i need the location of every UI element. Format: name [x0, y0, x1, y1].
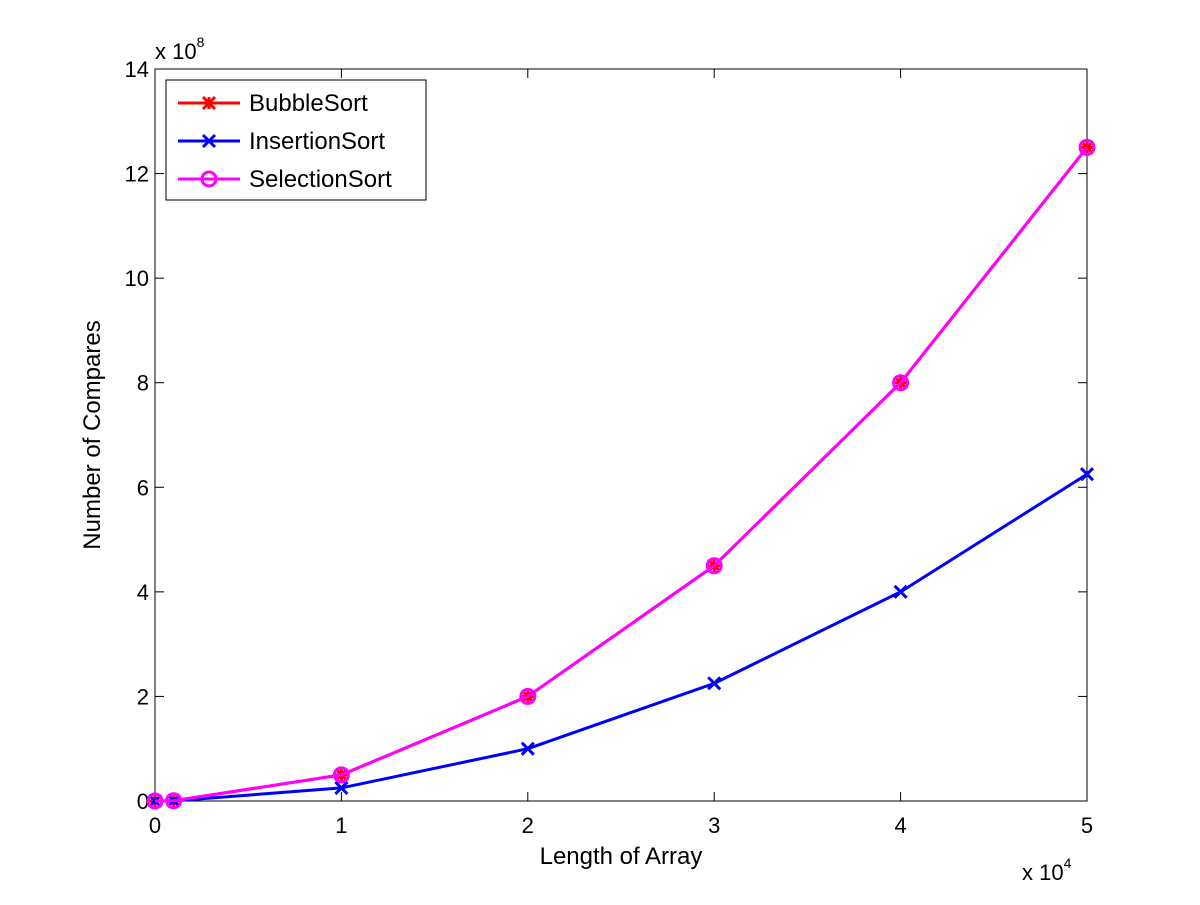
legend-item-selectionsort: SelectionSort	[178, 166, 392, 193]
data-point-insertionsort	[334, 780, 349, 795]
legend-label-selectionsort: SelectionSort	[249, 166, 392, 193]
y-tick-label: 12	[125, 162, 149, 187]
y-tick-label: 2	[137, 684, 149, 709]
x-tick-label: 0	[149, 813, 161, 838]
y-tick-label: 14	[125, 57, 149, 82]
y-tick-label: 8	[137, 371, 149, 396]
x-tick-label: 4	[894, 813, 906, 838]
data-point-insertionsort	[707, 676, 722, 691]
y-tick-label: 4	[137, 580, 149, 605]
y-tick-label: 6	[137, 475, 149, 500]
x-tick-label: 2	[522, 813, 534, 838]
x-tick-label: 1	[335, 813, 347, 838]
data-point-selectionsort	[165, 792, 183, 810]
x-exponent-power: 4	[1064, 855, 1072, 871]
x-axis-label: Length of Array	[540, 843, 703, 870]
series-layer	[146, 138, 1096, 810]
data-point-selectionsort	[332, 766, 350, 784]
x-exponent-label: x 104	[1022, 855, 1072, 885]
legend: BubbleSort InsertionSort SelectionSort	[165, 79, 427, 201]
legend-item-bubblesort: BubbleSort	[178, 90, 368, 117]
data-point-insertionsort	[520, 741, 535, 756]
x-exponent-prefix: x 10	[1022, 860, 1064, 885]
legend-item-insertionsort: InsertionSort	[178, 128, 385, 155]
data-point-insertionsort	[1079, 467, 1095, 482]
x-tick-label: 3	[708, 813, 720, 838]
data-point-selectionsort	[705, 557, 723, 575]
legend-label-insertionsort: InsertionSort	[249, 128, 385, 155]
y-tick-label: 0	[137, 789, 149, 814]
y-exponent-prefix: x 10	[155, 39, 197, 64]
x-tick-label: 5	[1081, 813, 1093, 838]
y-exponent-label: x 108	[155, 34, 205, 64]
legend-label-bubblesort: BubbleSort	[249, 90, 368, 117]
legend-marker-selectionsort	[200, 170, 218, 188]
data-point-selectionsort	[146, 792, 164, 810]
series-line-selectionsort	[154, 146, 1089, 803]
legend-marker-insertionsort	[201, 133, 217, 149]
data-point-selectionsort	[892, 374, 910, 392]
data-point-selectionsort	[519, 687, 537, 705]
y-tick-label: 10	[125, 266, 149, 291]
y-exponent-power: 8	[197, 34, 205, 50]
series-selectionsort	[146, 138, 1096, 810]
legend-marker-bubblesort	[201, 95, 217, 111]
data-point-insertionsort	[893, 584, 908, 599]
y-axis-label: Number of Compares	[79, 320, 106, 549]
data-point-selectionsort	[1078, 138, 1096, 156]
